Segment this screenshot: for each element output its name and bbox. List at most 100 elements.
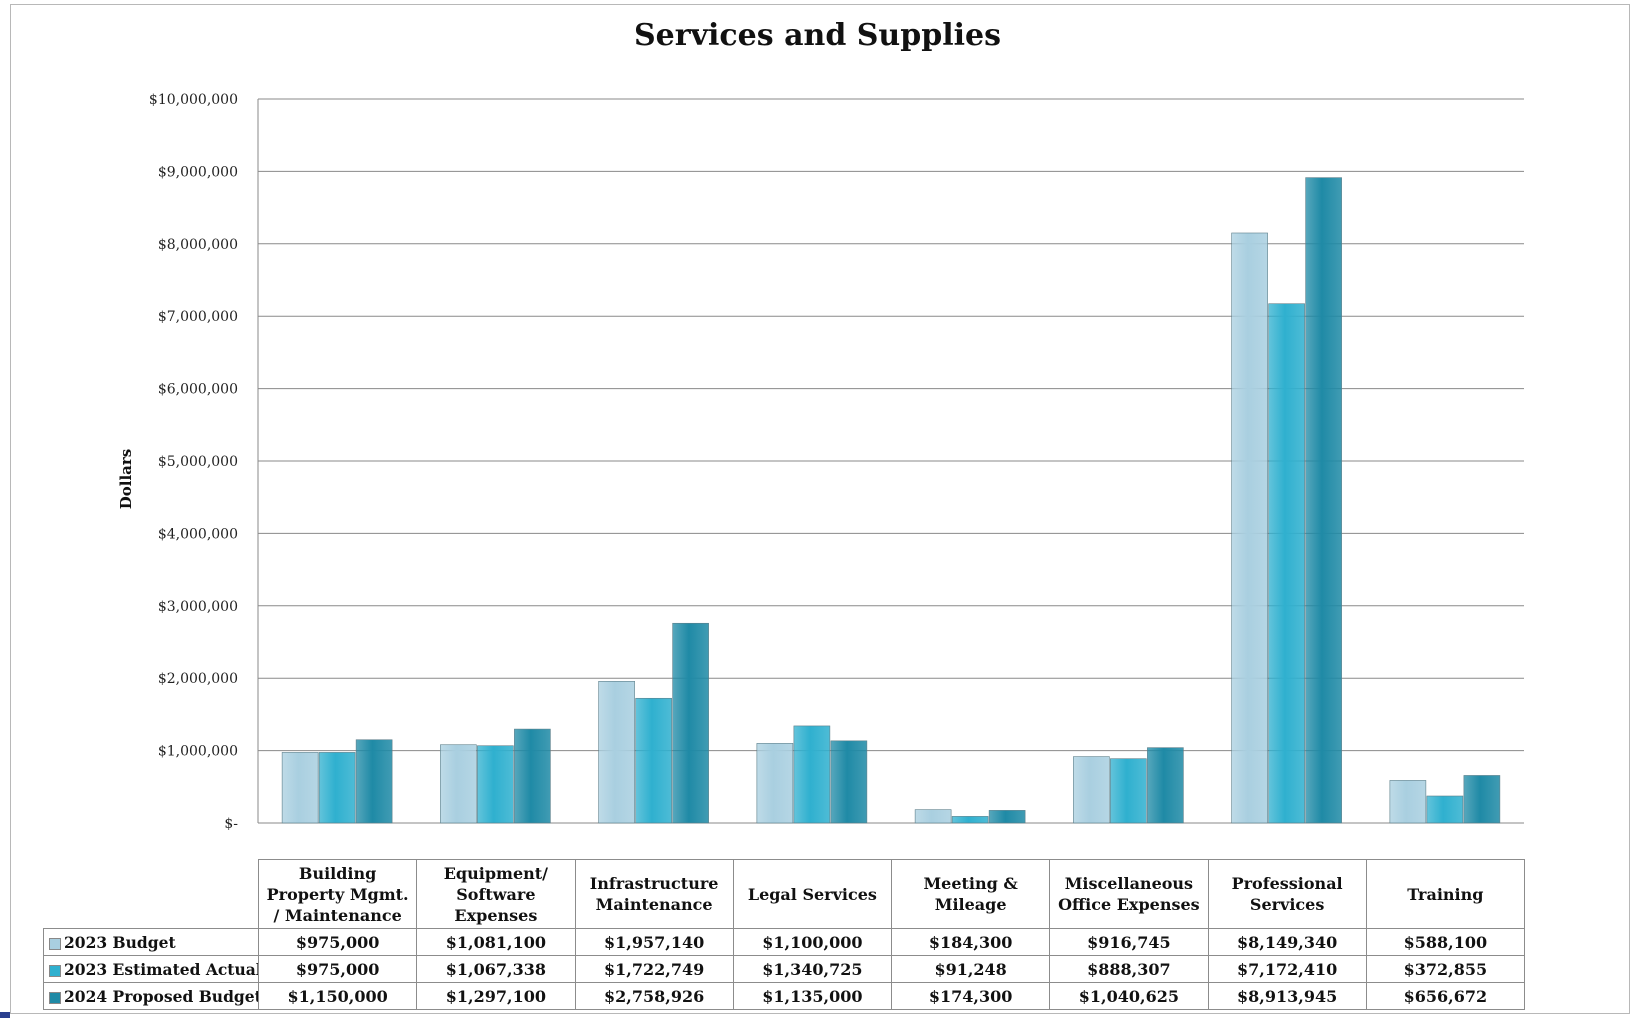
y-tick-labels: $- $1,000,000 $2,000,000 $3,000,000 $4,000,0… [149,92,238,832]
table-row: 2023 Estimated Actuals $975,000 $1,067,338… [43,955,1526,983]
category-header-row: Building Property Mgmt. / Maintenance Equip… [43,859,1526,929]
bar-3-0 [756,743,794,824]
legend-entry: 2023 Budget [43,928,259,956]
category-label-line: Miscellaneous [1064,874,1194,893]
category-label-line: Property Mgmt. [266,884,409,904]
bar-5-0 [1073,756,1110,824]
bar-4-1 [951,816,989,824]
data-label: $1,722,749 [574,955,734,983]
y-tick-label: $- [224,816,238,832]
y-tick-label: $2,000,000 [158,671,238,687]
category-label-line: Software [456,884,536,904]
data-label: $1,297,100 [416,982,576,1010]
category-label-line: Legal Services [747,884,877,904]
y-tick-label: $4,000,000 [158,526,238,542]
y-tick-label: $6,000,000 [158,382,238,398]
category-label-line: Maintenance [595,895,713,914]
data-label: $1,957,140 [574,928,734,956]
data-label: $7,172,410 [1207,955,1367,983]
bar-2-0 [598,681,635,824]
data-label: $916,745 [1049,928,1209,956]
category-label-line: Mileage [934,895,1007,914]
bar-1-1 [477,745,514,824]
data-label: $1,340,725 [732,955,893,983]
data-label: $656,672 [1365,982,1526,1010]
data-label: $975,000 [257,928,418,956]
y-tick-label: $5,000,000 [158,454,238,470]
bar-2-2 [672,622,709,824]
data-label: $2,758,926 [574,982,734,1010]
data-label: $8,149,340 [1207,928,1367,956]
bar-4-2 [988,810,1026,824]
data-label: $174,300 [890,982,1051,1010]
data-table: Building Property Mgmt. / Maintenance Equip… [43,859,1526,1010]
table-row: 2024 Proposed Budget $1,150,000 $1,297,100… [43,982,1526,1010]
data-label: $975,000 [257,955,418,983]
bars [281,177,1501,824]
data-label: $1,150,000 [257,982,418,1010]
chart-title: Services and Supplies [634,18,1001,53]
y-tick-label: $10,000,000 [149,92,238,108]
legend-swatch [49,964,61,977]
data-label: $1,040,625 [1049,982,1209,1010]
category-label: Building Property Mgmt. / Maintenance [257,859,418,929]
y-tick-label: $8,000,000 [158,237,238,253]
bar-7-1 [1426,795,1464,824]
bar-5-1 [1110,758,1147,824]
bar-0-2 [355,739,393,824]
bar-1-2 [514,728,551,824]
bar-4-0 [914,809,952,824]
category-label: Infrastructure Maintenance [574,859,734,929]
bar-1-0 [440,744,477,824]
legend-entry: 2023 Estimated Actuals [43,955,259,983]
category-label-line: Services [1249,895,1325,914]
bar-3-2 [830,740,868,824]
page-accent [0,1012,10,1018]
data-label: $888,307 [1049,955,1209,983]
bar-0-1 [318,752,356,824]
category-label: Miscellaneous Office Expenses [1049,859,1209,929]
data-label: $91,248 [890,955,1051,983]
data-label: $184,300 [890,928,1051,956]
category-label-line: Infrastructure [589,874,719,893]
data-label: $8,913,945 [1207,982,1367,1010]
bar-6-1 [1268,303,1305,824]
category-label: Training [1365,859,1526,929]
legend-label: 2023 Budget [64,932,176,952]
legend-swatch [49,991,61,1004]
category-label-line: Meeting & [923,874,1018,893]
category-label-line: Training [1407,884,1484,904]
bar-2-1 [635,697,672,824]
legend-label: 2023 Estimated Actuals [64,959,259,979]
y-tick-label: $9,000,000 [158,164,238,180]
bar-7-2 [1463,775,1501,824]
legend-label: 2024 Proposed Budget [64,986,259,1006]
category-label-line: Expenses [454,905,538,925]
y-tick-label: $7,000,000 [158,309,238,325]
category-label: Professional Services [1207,859,1367,929]
category-label-line: Equipment/ [443,863,548,883]
category-label-line: Professional [1231,874,1343,893]
legend-swatch [49,937,61,950]
category-label: Equipment/Software Expenses [416,859,576,929]
y-tick-label: $1,000,000 [158,744,238,760]
bar-0-0 [281,752,319,824]
data-label: $1,100,000 [732,928,893,956]
category-label: Legal Services [732,859,893,929]
table-row: 2023 Budget $975,000 $1,081,100 $1,957,140 $… [43,928,1526,956]
bar-6-2 [1305,177,1342,824]
table-corner [43,859,259,929]
category-label-line: Office Expenses [1058,895,1200,914]
data-label: $588,100 [1365,928,1526,956]
category-label: Meeting & Mileage [890,859,1051,929]
legend-entry: 2024 Proposed Budget [43,982,259,1010]
chart-frame [10,4,1630,1014]
y-tick-label: $3,000,000 [158,599,238,615]
data-label: $1,067,338 [416,955,576,983]
bar-5-2 [1147,747,1184,824]
data-label: $1,081,100 [416,928,576,956]
data-label: $1,135,000 [732,982,893,1010]
bar-7-0 [1389,780,1427,824]
category-label-line: / Maintenance [273,905,402,925]
